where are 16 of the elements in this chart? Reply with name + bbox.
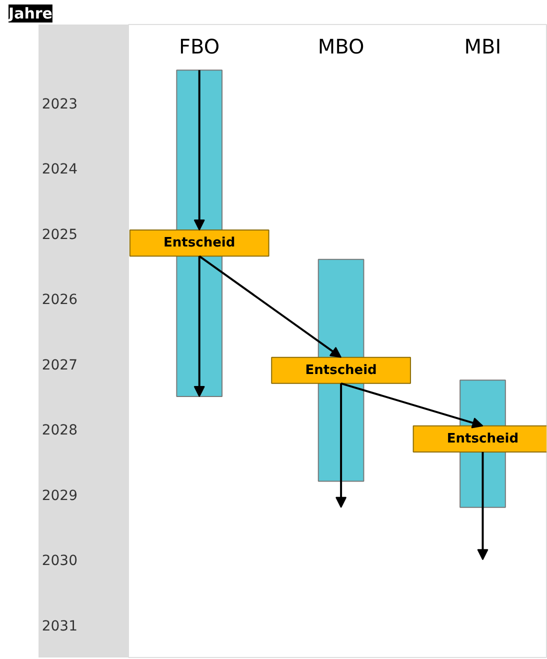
y-tick-label: 2030 [42,553,78,570]
x-tick-label: MBI [464,34,502,58]
data-label: Entscheid [305,362,377,378]
y-tick-label: 2024 [42,162,78,178]
y-tick-label: 2028 [42,422,78,439]
x-tick-label: MBO [318,34,364,58]
x-tick-label: FBO [179,34,220,58]
y-tick-label: 2025 [42,226,78,243]
data-label: Entscheid [164,236,236,251]
y-tick-label: 2023 [42,96,78,112]
y-tick-label: 2031 [42,618,78,634]
data-label: Entscheid [446,431,519,446]
y-axis-title: Jahre [8,4,52,22]
y-tick-label: 2029 [42,488,78,504]
y-tick-label: 2026 [42,292,78,308]
y-tick-label: 2027 [42,357,78,374]
